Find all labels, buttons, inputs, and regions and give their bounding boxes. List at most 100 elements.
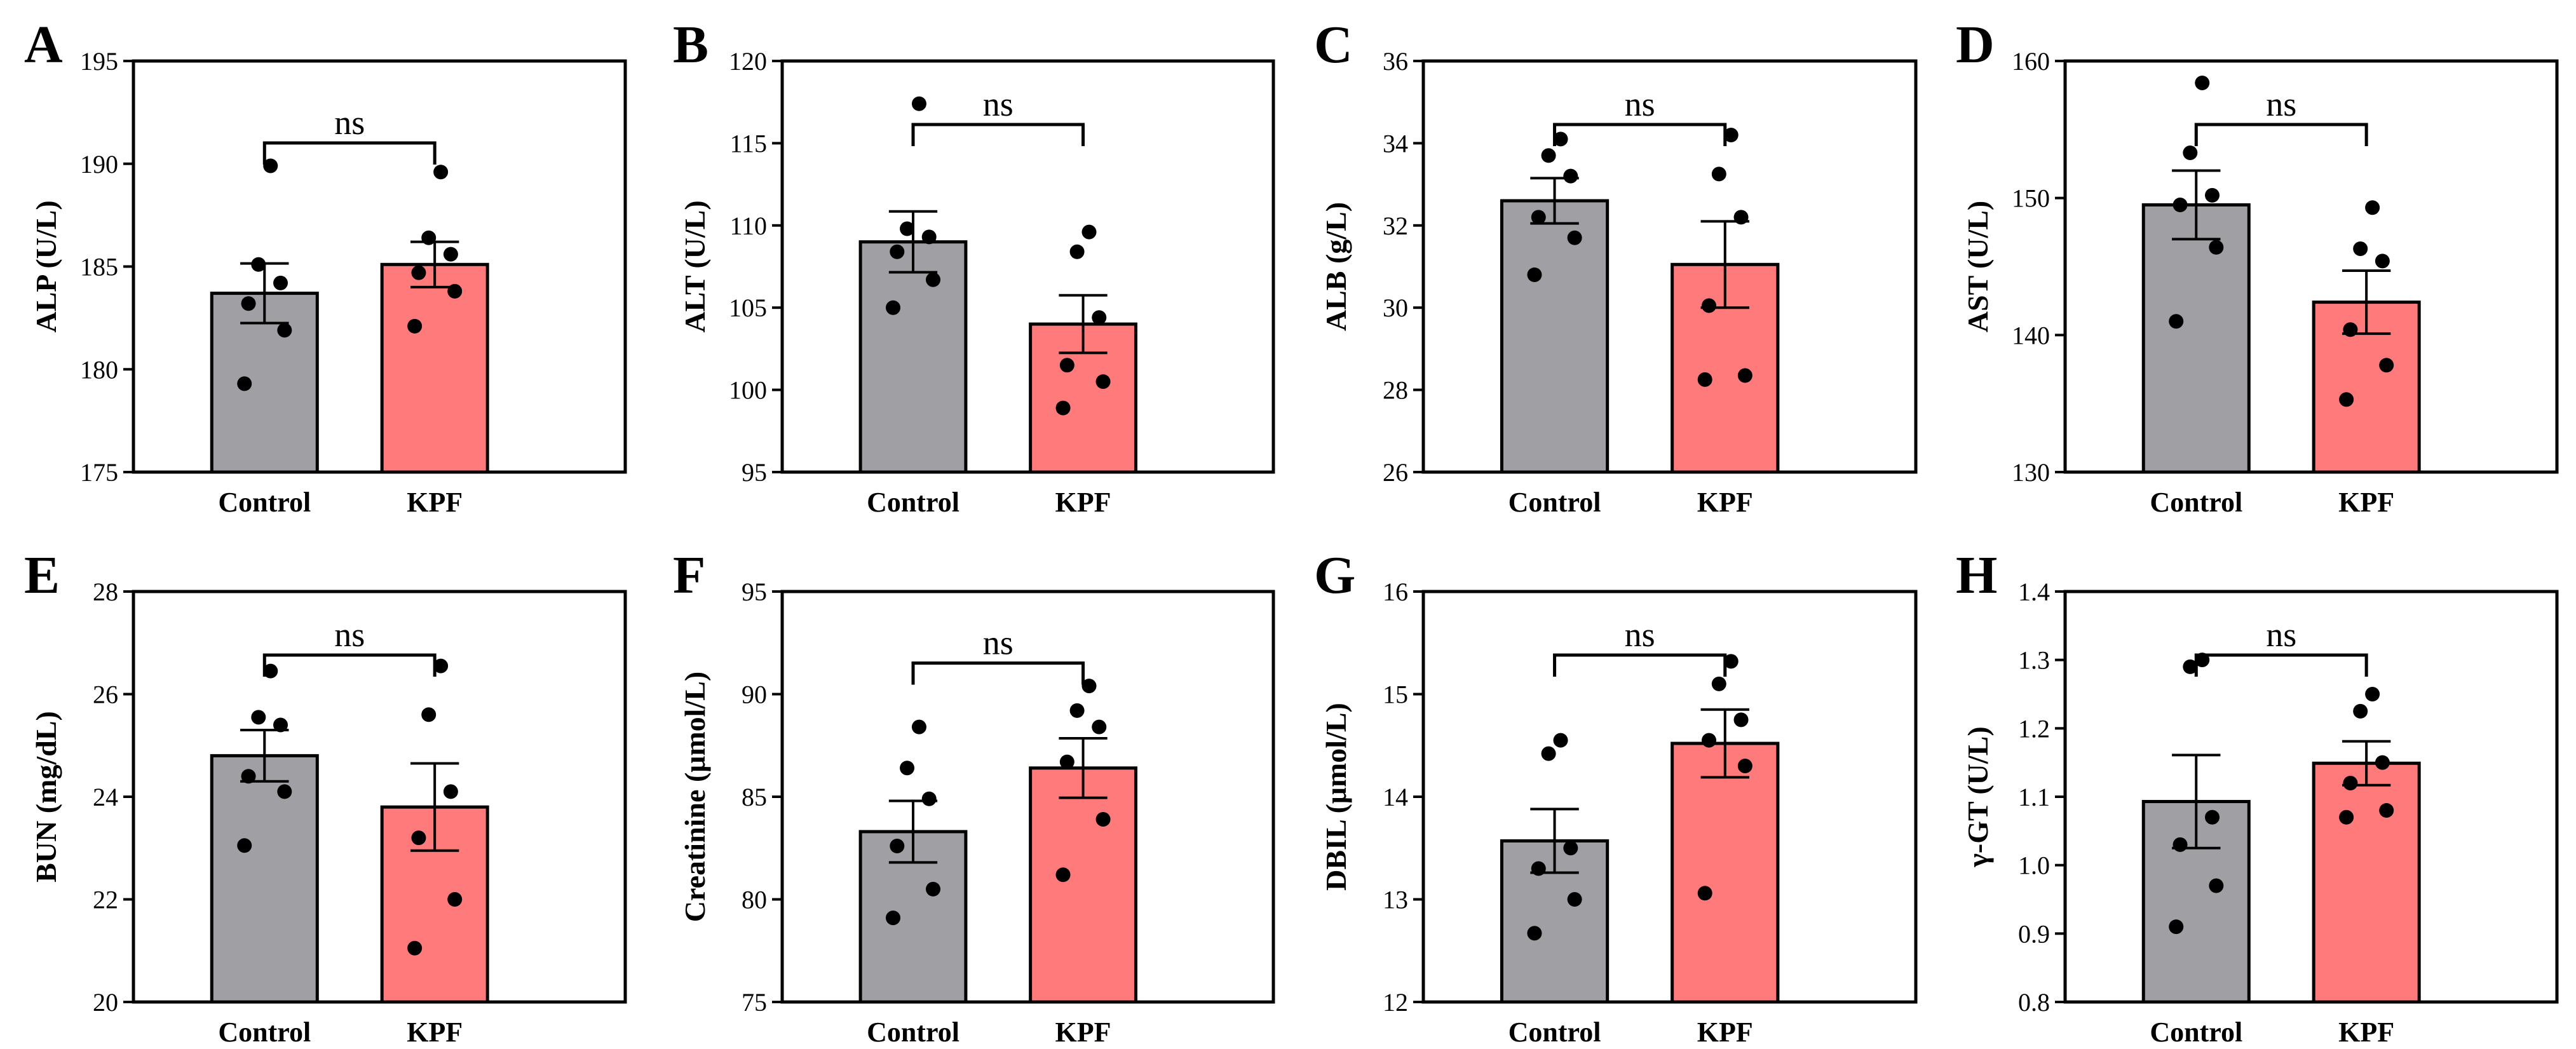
x-tick-label-kpf: KPF bbox=[1055, 1017, 1111, 1048]
chart-panel-g: G DBIL (μmol/L) 12 13 14 15 16 Control KPF ns bbox=[1314, 546, 1918, 1048]
data-point bbox=[1711, 166, 1726, 182]
panel-letter: F bbox=[673, 546, 705, 605]
data-point bbox=[1531, 210, 1546, 225]
data-point bbox=[2365, 200, 2380, 215]
data-point bbox=[1055, 867, 1071, 883]
panel-letter: H bbox=[1956, 546, 1997, 605]
data-point bbox=[1081, 679, 1097, 694]
data-point bbox=[1095, 812, 1111, 827]
data-point bbox=[2379, 358, 2394, 373]
y-tick-label: 14 bbox=[1383, 783, 1408, 811]
x-tick-label-control: Control bbox=[1508, 487, 1601, 518]
data-point bbox=[1737, 759, 1752, 774]
data-point bbox=[2173, 837, 2188, 852]
significance-bracket bbox=[262, 141, 437, 165]
plot-frame bbox=[780, 590, 1275, 1004]
x-tick-label-control: Control bbox=[218, 487, 311, 518]
y-tick-label: 100 bbox=[729, 376, 767, 405]
plot-frame bbox=[2063, 590, 2559, 1004]
data-point bbox=[407, 940, 423, 956]
y-tick-label: 26 bbox=[1383, 458, 1408, 487]
data-point bbox=[2169, 314, 2184, 329]
panel-letter: C bbox=[1314, 15, 1353, 74]
y-tick-label: 12 bbox=[1383, 988, 1408, 1017]
y-axis-label: AST (U/L) bbox=[1962, 201, 1994, 332]
y-tick-label: 80 bbox=[742, 886, 767, 914]
data-point bbox=[2209, 240, 2224, 255]
data-point bbox=[1733, 210, 1749, 225]
data-point bbox=[1723, 654, 1739, 669]
y-tick-label: 32 bbox=[1383, 212, 1408, 240]
chart-panel-f: F Creatinine (μmol/L) 75 80 85 90 95 Control KPF… bbox=[673, 546, 1275, 1048]
data-point bbox=[1711, 676, 1726, 691]
data-point bbox=[411, 265, 426, 280]
data-point bbox=[1055, 400, 1071, 416]
y-tick-label: 34 bbox=[1383, 129, 1408, 158]
data-point bbox=[2365, 687, 2380, 701]
data-point bbox=[273, 717, 288, 733]
bar-kpf bbox=[380, 262, 489, 474]
data-point bbox=[2353, 241, 2368, 256]
data-point bbox=[2379, 803, 2394, 818]
data-point bbox=[1527, 267, 1542, 282]
data-point bbox=[2343, 322, 2358, 337]
y-tick-label: 150 bbox=[2012, 184, 2050, 213]
y-tick-label: 130 bbox=[2012, 458, 2050, 487]
data-point bbox=[407, 318, 423, 334]
y-tick-label: 15 bbox=[1383, 680, 1408, 709]
data-point bbox=[277, 323, 292, 338]
data-point bbox=[447, 892, 463, 907]
chart-panel-d: D AST (U/L) 130 140 150 160 Control KPF ns bbox=[1956, 15, 2559, 518]
y-tick-label: 85 bbox=[742, 783, 767, 811]
plot-frame bbox=[1421, 59, 1918, 474]
data-point bbox=[263, 158, 278, 173]
chart-panel-a: A ALP (U/L) 175 180 185 190 195 Control KPF ns bbox=[24, 15, 627, 518]
significance-label: ns bbox=[1625, 85, 1655, 123]
y-tick-label: 24 bbox=[93, 783, 118, 811]
y-tick-label: 1.3 bbox=[2018, 646, 2050, 675]
data-point bbox=[1553, 132, 1568, 147]
y-tick-label: 26 bbox=[93, 680, 118, 709]
data-point bbox=[2173, 197, 2188, 212]
data-point bbox=[2183, 145, 2198, 160]
data-point bbox=[421, 707, 437, 722]
y-tick-label: 95 bbox=[742, 578, 767, 606]
x-tick-label-kpf: KPF bbox=[2338, 1017, 2394, 1048]
data-point bbox=[1567, 230, 1582, 245]
bar-kpf bbox=[1671, 741, 1780, 1004]
significance-label: ns bbox=[2266, 616, 2296, 654]
panel-letter: E bbox=[24, 546, 60, 605]
data-point bbox=[921, 791, 937, 806]
data-point bbox=[911, 719, 926, 734]
data-point bbox=[2339, 392, 2354, 407]
x-tick-label-kpf: KPF bbox=[1055, 487, 1111, 518]
y-tick-label: 1.2 bbox=[2018, 714, 2050, 743]
y-tick-label: 28 bbox=[93, 578, 118, 606]
y-tick-label: 13 bbox=[1383, 886, 1408, 914]
y-tick-label: 140 bbox=[2012, 321, 2050, 349]
data-point bbox=[921, 229, 937, 245]
data-point bbox=[1527, 926, 1542, 941]
bar-control bbox=[858, 240, 968, 474]
plot-frame bbox=[132, 590, 627, 1004]
data-point bbox=[273, 275, 288, 290]
data-point bbox=[890, 839, 905, 854]
significance-label: ns bbox=[2266, 85, 2296, 123]
y-tick-label: 0.8 bbox=[2018, 988, 2050, 1017]
y-tick-label: 105 bbox=[729, 294, 767, 322]
data-point bbox=[237, 376, 252, 391]
data-point bbox=[2205, 809, 2220, 825]
data-point bbox=[1531, 861, 1546, 876]
data-point bbox=[900, 761, 915, 776]
x-tick-label-control: Control bbox=[2150, 487, 2242, 518]
plot-frame bbox=[2063, 59, 2559, 474]
chart-panel-h: Hγ-GT (U/L) 0.8 0.9 1.0 1.1 1.2 1.3 1.4 Control K… bbox=[1956, 546, 2559, 1048]
chart-panel-c: C ALB (g/L) 26 28 30 32 34 36 Control KPF ns bbox=[1314, 15, 1918, 518]
x-tick-label-control: Control bbox=[218, 1017, 311, 1048]
y-axis-label: γ-GT (U/L) bbox=[1962, 726, 1994, 867]
data-point bbox=[1081, 224, 1097, 240]
y-tick-label: 1.1 bbox=[2018, 783, 2050, 811]
y-axis-label: BUN (mg/dL) bbox=[30, 711, 62, 883]
x-tick-label-control: Control bbox=[1508, 1017, 1601, 1048]
data-point bbox=[1737, 368, 1752, 383]
